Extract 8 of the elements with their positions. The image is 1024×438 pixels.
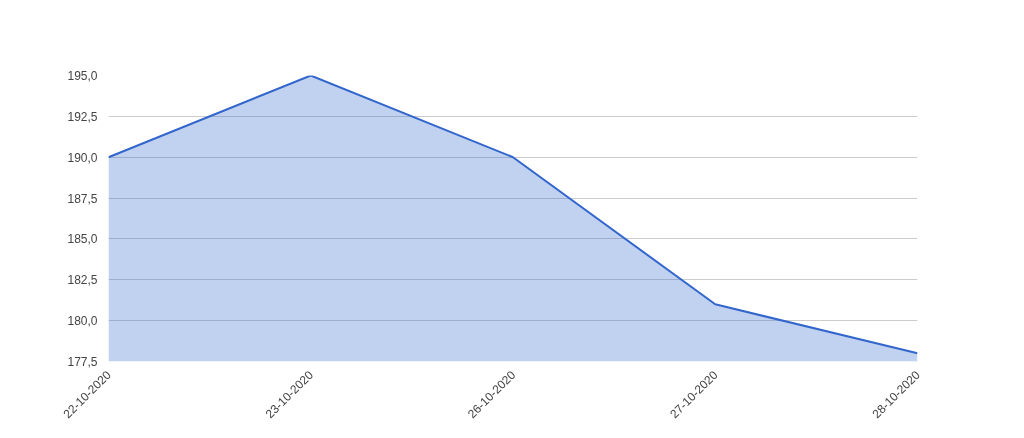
- y-tick-label: 195,0: [67, 69, 98, 83]
- y-tick-label: 190,0: [67, 150, 98, 165]
- y-tick-label: 180,0: [67, 314, 98, 329]
- y-tick-label: 187,5: [67, 191, 98, 206]
- y-tick-label: 192,5: [67, 109, 98, 124]
- y-tick-label: 182,5: [67, 273, 98, 288]
- y-tick-label: 185,0: [67, 232, 98, 247]
- y-tick-label: 177,5: [67, 355, 98, 369]
